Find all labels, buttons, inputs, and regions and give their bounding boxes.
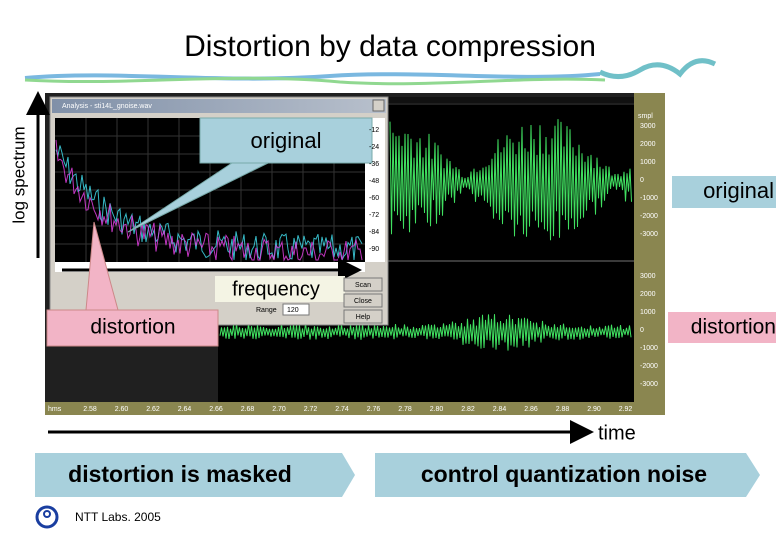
time-axis-strip (45, 402, 665, 415)
waveform (219, 314, 632, 351)
time-tick-label: 2.72 (304, 406, 318, 413)
wave-unit: smpl (638, 113, 653, 120)
button-label: Scan (355, 282, 371, 289)
track-label-box (672, 176, 776, 208)
time-tick-label: 2.86 (524, 406, 538, 413)
banner-text: distortion is masked (68, 461, 292, 487)
callout-text: distortion (90, 316, 175, 339)
time-tick-label: 2.88 (556, 406, 570, 413)
db-tick-label: -48 (369, 178, 379, 185)
callout-original (127, 117, 373, 233)
wave-tick-label: 2000 (640, 291, 656, 298)
time-tick-label: 2.62 (146, 406, 160, 413)
time-tick-label: 2.80 (430, 406, 444, 413)
ribbon (24, 76, 606, 86)
time-unit: hms (48, 406, 62, 413)
db-tick-label: -84 (369, 229, 379, 236)
logo (43, 510, 51, 518)
ribbon (24, 72, 601, 81)
db-tick-label: -60 (369, 195, 379, 202)
button-label: Help (356, 314, 371, 321)
db-tick-label: -36 (369, 161, 379, 168)
waveform (389, 119, 632, 241)
time-tick-label: 2.58 (83, 406, 97, 413)
footer-credit: NTT Labs. 2005 (75, 510, 161, 524)
wave-tick-label: -1000 (640, 195, 658, 202)
window-titlebar (52, 99, 386, 113)
wave-tick-label: -3000 (640, 231, 658, 238)
track-label: original (703, 178, 774, 203)
freq-label-box (215, 276, 345, 302)
button-label: Close (354, 298, 372, 305)
time-label: time (598, 422, 636, 444)
spectrum-curve (55, 139, 363, 262)
db-tick-label: -90 (369, 246, 379, 253)
banner-text: control quantization noise (421, 461, 707, 487)
time-tick-label: 2.68 (241, 406, 255, 413)
time-tick-label: 2.78 (398, 406, 412, 413)
ribbon (598, 58, 717, 79)
wave-tick-label: -2000 (640, 213, 658, 220)
button[interactable] (343, 277, 383, 292)
close-box[interactable] (372, 99, 385, 112)
db-tick-label: -12 (369, 127, 379, 134)
window-title: Analysis - sti14L_gnoise.wav (62, 103, 152, 110)
wave-tick-label: -1000 (640, 345, 658, 352)
time-tick-label: 2.92 (619, 406, 633, 413)
freq-label: frequency (232, 278, 320, 300)
time-tick-label: 2.76 (367, 406, 381, 413)
button[interactable] (343, 293, 383, 308)
wave-tick-label: 1000 (640, 309, 656, 316)
freq-axis (55, 262, 365, 272)
wave-tick-label: -3000 (640, 381, 658, 388)
y-axis-label: log spectrum (9, 126, 28, 223)
time-tick-label: 2.74 (335, 406, 349, 413)
range-value: 120 (287, 307, 299, 314)
time-tick-label: 2.90 (587, 406, 601, 413)
amplitude-axis (634, 93, 665, 415)
time-tick-label: 2.82 (461, 406, 475, 413)
wave-tick-label: 3000 (640, 273, 656, 280)
range-input[interactable] (282, 303, 310, 316)
wave-tick-label: 2000 (640, 141, 656, 148)
range-label: Range (256, 307, 277, 314)
time-tick-label: 2.70 (272, 406, 286, 413)
banner (35, 453, 355, 497)
db-tick-label: -72 (369, 212, 379, 219)
time-tick-label: 2.84 (493, 406, 507, 413)
time-tick-label: 2.66 (209, 406, 223, 413)
track-label: distortion (691, 316, 776, 339)
time-tick-label: 2.60 (115, 406, 129, 413)
banner (375, 453, 760, 497)
wave-tick-label: 0 (640, 327, 644, 334)
time-tick-label: 2.64 (178, 406, 192, 413)
scroll-strip (388, 97, 634, 103)
wave-tick-label: 0 (640, 177, 644, 184)
wave-tick-label: 3000 (640, 123, 656, 130)
callout-distortion (46, 221, 219, 347)
slide-title: Distortion by data compression (184, 30, 596, 63)
callout-text: original (251, 128, 322, 153)
logo (35, 505, 59, 529)
wave-tick-label: 1000 (640, 159, 656, 166)
wave-tick-label: -2000 (640, 363, 658, 370)
button[interactable] (343, 309, 383, 324)
db-tick-label: -24 (369, 144, 379, 151)
track-label-box (668, 312, 776, 343)
